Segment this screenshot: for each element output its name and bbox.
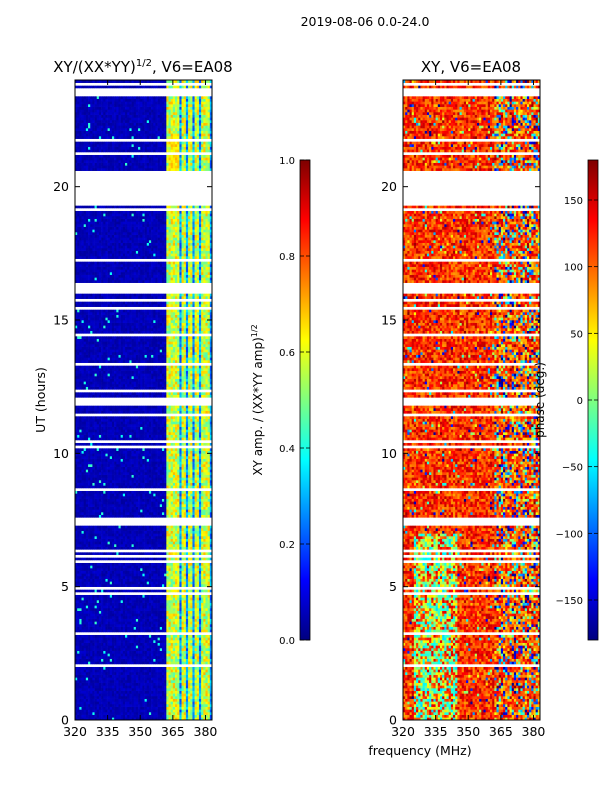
- figure-suptitle: 2019-08-06 0.0-24.0: [301, 14, 430, 29]
- amplitude-colorbar-label: XY amp. / (XX*YY amp)1/2: [250, 324, 265, 475]
- amplitude-colorbar-gradient: [299, 159, 311, 641]
- colorbar-tick-label: 50: [570, 329, 583, 340]
- phase-heatmap-panel: XY, V6=EA08 320 335 350 365 380 0 5 10 15 20: [381, 58, 545, 739]
- colorbar-tick-label: −150: [556, 596, 583, 607]
- x-tick-label: 350: [456, 724, 480, 739]
- y-tick-label: 0: [61, 713, 69, 728]
- y-tick-label: 5: [389, 579, 397, 594]
- colorbar-tick-label: 0.8: [279, 252, 295, 263]
- colorbar-tick-label: 0.6: [279, 348, 295, 359]
- amplitude-colorbar-ticks: 0.0 0.2 0.4 0.6 0.8 1.0: [279, 156, 310, 647]
- x-tick-label: 320: [391, 724, 415, 739]
- y-tick-label: 15: [53, 313, 69, 328]
- x-tick-label: 380: [194, 724, 218, 739]
- phase-heatmap-frame: [402, 79, 541, 721]
- amplitude-x-ticks: 320 335 350 365 380: [63, 80, 217, 739]
- amplitude-heatmap-cells: [75, 80, 212, 720]
- colorbar-tick-label: 150: [564, 196, 583, 207]
- colorbar-tick-label: 0.0: [279, 636, 295, 647]
- x-tick-label: 320: [63, 724, 87, 739]
- x-tick-label: 335: [96, 724, 120, 739]
- phase-colorbar: −150 −100 −50 0 50 100 150 phase (deg.): [533, 159, 599, 641]
- y-tick-label: 20: [53, 179, 69, 194]
- y-tick-label: 10: [381, 446, 397, 461]
- common-x-axis-label: frequency (MHz): [368, 743, 471, 758]
- x-tick-label: 365: [161, 724, 185, 739]
- colorbar-tick-label: 0.2: [279, 540, 295, 551]
- amplitude-heatmap-frame: [74, 79, 213, 721]
- colorbar-tick-label: −50: [562, 463, 583, 474]
- x-tick-label: 350: [128, 724, 152, 739]
- phase-colorbar-ticks: −150 −100 −50 0 50 100 150: [556, 196, 598, 607]
- y-tick-label: 0: [389, 713, 397, 728]
- amplitude-heatmap-title: XY/(XX*YY)1/2, V6=EA08: [53, 58, 232, 76]
- phase-y-ticks: 0 5 10 15 20: [381, 179, 540, 728]
- x-tick-label: 365: [489, 724, 513, 739]
- y-tick-label: 15: [381, 313, 397, 328]
- amplitude-heatmap-panel: XY/(XX*YY)1/2, V6=EA08 320 335 350 365 380 0…: [33, 58, 233, 739]
- amplitude-colorbar: 0.0 0.2 0.4 0.6 0.8 1.0 XY amp. / (XX*YY amp)…: [250, 156, 311, 647]
- colorbar-tick-label: 1.0: [279, 156, 295, 167]
- amplitude-y-ticks: 0 5 10 15 20: [53, 179, 212, 728]
- colorbar-tick-label: 0.4: [279, 444, 295, 455]
- y-tick-label: 5: [61, 579, 69, 594]
- amplitude-y-axis-label: UT (hours): [33, 367, 48, 433]
- phase-heatmap-title: XY, V6=EA08: [421, 58, 521, 76]
- colorbar-tick-label: 100: [564, 263, 583, 274]
- y-tick-label: 10: [53, 446, 69, 461]
- colorbar-tick-label: −100: [556, 529, 583, 540]
- y-tick-label: 20: [381, 179, 397, 194]
- phase-colorbar-label: phase (deg.): [533, 362, 547, 438]
- phase-x-ticks: 320 335 350 365 380: [391, 80, 545, 739]
- phase-heatmap-cells: [403, 80, 540, 720]
- colorbar-tick-label: 0: [577, 396, 583, 407]
- x-tick-label: 335: [424, 724, 448, 739]
- x-tick-label: 380: [522, 724, 546, 739]
